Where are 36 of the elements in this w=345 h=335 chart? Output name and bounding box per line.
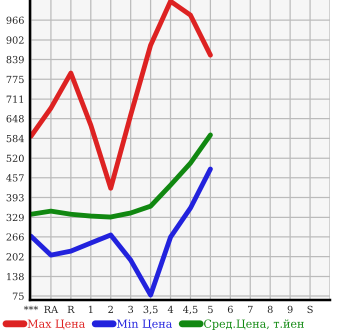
- y-tick-label: 266: [6, 233, 24, 241]
- y-tick-label: 457: [6, 174, 24, 182]
- y-tick-label: 202: [6, 253, 24, 260]
- line-series: [30, 166, 213, 298]
- x-tick-label: 1: [88, 306, 93, 313]
- y-tick-label: 648: [6, 115, 24, 122]
- x-tick-label: S: [308, 306, 313, 314]
- x-tick-label: ***: [24, 306, 38, 310]
- y-tick-label: 775: [6, 76, 24, 84]
- x-tick-label: 5: [208, 306, 213, 314]
- legend-label: Min Цена: [116, 320, 172, 330]
- y-tick-label: 75: [12, 292, 24, 300]
- x-tick-label: 8: [268, 306, 273, 314]
- x-tick-label: RA: [44, 306, 58, 313]
- x-tick-label: 7: [248, 306, 253, 313]
- legend-label: Max Цена: [28, 320, 85, 330]
- line-series: [30, 132, 213, 220]
- y-tick-label: 839: [6, 56, 24, 64]
- y-tick-label: 329: [6, 214, 24, 222]
- y-tick-label: 520: [6, 154, 24, 162]
- x-tick-label: 6: [228, 306, 233, 314]
- line-series: [30, 0, 213, 191]
- y-tick-label: 138: [7, 272, 24, 280]
- y-tick-label: 584: [6, 134, 24, 142]
- x-tick-label: R: [68, 306, 75, 313]
- y-tick-label: 902: [6, 36, 24, 44]
- x-tick-label: 2: [108, 306, 113, 313]
- x-tick-label: 4: [168, 306, 174, 313]
- x-tick-label: 9: [288, 306, 293, 314]
- legend-label: Сред.Цена, т.йен: [204, 319, 304, 330]
- y-tick-label: 711: [6, 96, 24, 103]
- y-tick-label: 966: [6, 16, 24, 24]
- x-tick-label: 3: [128, 306, 134, 314]
- x-tick-label: 3,5: [144, 306, 158, 314]
- y-tick-label: 393: [6, 194, 24, 202]
- x-tick-label: 4,5: [183, 306, 198, 314]
